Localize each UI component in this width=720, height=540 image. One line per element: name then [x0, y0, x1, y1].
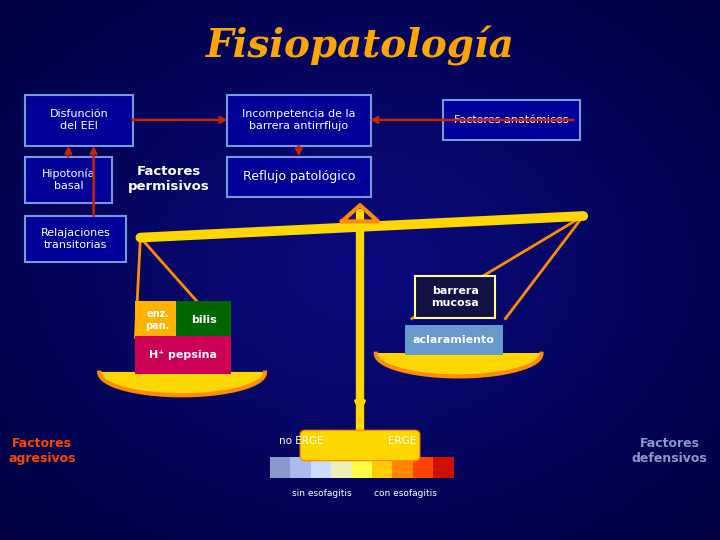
Text: Factores
agresivos: Factores agresivos — [8, 437, 76, 465]
Text: H⁺ pepsina: H⁺ pepsina — [149, 350, 217, 360]
FancyBboxPatch shape — [25, 157, 112, 202]
FancyBboxPatch shape — [135, 301, 181, 339]
Text: sin esofagitis: sin esofagitis — [292, 489, 351, 498]
FancyBboxPatch shape — [227, 94, 371, 146]
FancyBboxPatch shape — [25, 94, 133, 146]
FancyBboxPatch shape — [135, 336, 231, 374]
FancyBboxPatch shape — [270, 457, 290, 478]
Text: enz.
pan.: enz. pan. — [145, 309, 170, 330]
FancyBboxPatch shape — [311, 457, 331, 478]
FancyBboxPatch shape — [351, 457, 372, 478]
FancyBboxPatch shape — [331, 457, 351, 478]
FancyBboxPatch shape — [415, 276, 495, 318]
FancyBboxPatch shape — [290, 457, 311, 478]
Polygon shape — [376, 354, 541, 376]
Text: ERGE: ERGE — [388, 435, 416, 445]
Text: barrera
mucosa: barrera mucosa — [431, 286, 480, 308]
FancyBboxPatch shape — [25, 216, 126, 262]
FancyBboxPatch shape — [392, 457, 413, 478]
Text: Factores
defensivos: Factores defensivos — [631, 437, 708, 465]
FancyBboxPatch shape — [443, 100, 580, 140]
Polygon shape — [99, 373, 265, 395]
Text: Factores
permisivos: Factores permisivos — [128, 165, 210, 193]
FancyBboxPatch shape — [176, 301, 231, 339]
Text: Relajaciones
transitorias: Relajaciones transitorias — [40, 228, 111, 249]
Text: Incompetencia de la
barrera antirrflujo: Incompetencia de la barrera antirrflujo — [242, 109, 356, 131]
Text: Fisiopatología: Fisiopatología — [206, 26, 514, 66]
FancyBboxPatch shape — [433, 457, 454, 478]
Text: Reflujo patológico: Reflujo patológico — [243, 170, 355, 184]
Text: no ERGE: no ERGE — [279, 435, 323, 445]
FancyBboxPatch shape — [405, 325, 503, 355]
FancyBboxPatch shape — [227, 157, 371, 197]
Text: con esofagitis: con esofagitis — [374, 489, 437, 498]
FancyBboxPatch shape — [300, 430, 420, 461]
Text: bilis: bilis — [191, 315, 217, 325]
Text: Factores anatómicos: Factores anatómicos — [454, 115, 569, 125]
Text: Hipotonía
basal: Hipotonía basal — [42, 168, 95, 191]
FancyBboxPatch shape — [413, 457, 433, 478]
Text: aclaramiento: aclaramiento — [413, 335, 495, 345]
Text: Disfunción
del EEI: Disfunción del EEI — [50, 109, 109, 131]
FancyBboxPatch shape — [372, 457, 392, 478]
